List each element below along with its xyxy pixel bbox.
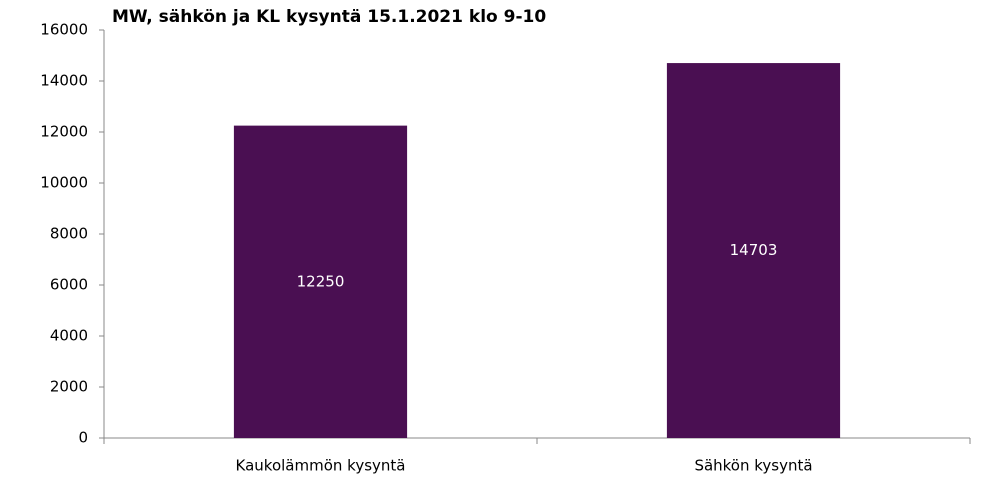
y-tick-label: 8000 bbox=[50, 225, 88, 243]
y-tick-label: 2000 bbox=[50, 378, 88, 396]
data-label: 12250 bbox=[297, 272, 345, 290]
x-tick-label: Sähkön kysyntä bbox=[694, 457, 812, 475]
y-tick-label: 10000 bbox=[40, 174, 88, 192]
y-tick-label: 14000 bbox=[40, 72, 88, 90]
y-tick-label: 16000 bbox=[40, 21, 88, 39]
y-tick-label: 4000 bbox=[50, 327, 88, 345]
data-label: 14703 bbox=[730, 241, 778, 259]
bar bbox=[666, 63, 841, 439]
bar bbox=[233, 125, 408, 438]
y-tick-label: 0 bbox=[78, 429, 88, 447]
y-tick-label: 12000 bbox=[40, 123, 88, 141]
chart-title: MW, sähkön ja KL kysyntä 15.1.2021 klo 9… bbox=[112, 7, 546, 27]
y-tick-label: 6000 bbox=[50, 276, 88, 294]
x-tick-label: Kaukolämmön kysyntä bbox=[236, 457, 406, 475]
